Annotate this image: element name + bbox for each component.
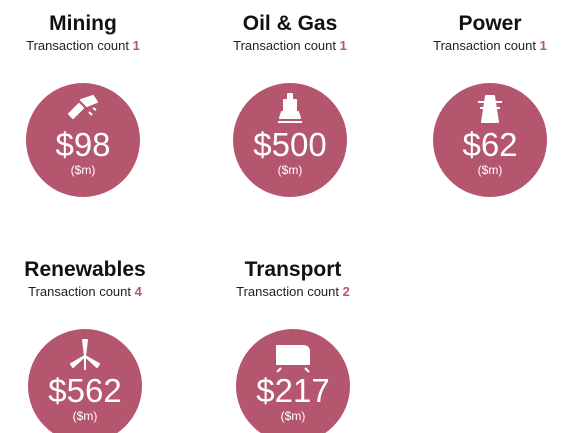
sector-value: $500 [253,126,326,163]
count-value: 1 [340,38,347,53]
transaction-count: Transaction count 1 [433,38,547,53]
count-label: Transaction count [233,38,336,53]
sector-name: Power [458,12,521,35]
count-value: 1 [540,38,547,53]
unit-label: ($m) [478,163,503,177]
sector-circle [233,83,347,197]
count-label: Transaction count [28,284,131,299]
sector-icon [278,93,302,123]
sector-value: $562 [48,372,121,409]
transaction-count: Transaction count 1 [233,38,347,53]
sector: Mining Transaction count 1 $98($m) [26,12,140,197]
sector-icon [68,95,98,119]
sector: Renewables Transaction count 4 $562($m) [24,258,146,433]
count-label: Transaction count [433,38,536,53]
sector-icon [276,345,310,373]
unit-label: ($m) [73,409,98,423]
count-label: Transaction count [26,38,129,53]
sector-value: $217 [256,372,329,409]
unit-label: ($m) [71,163,96,177]
sector-circle [28,329,142,433]
transaction-count: Transaction count 2 [236,284,350,299]
sector-circle [236,329,350,433]
unit-label: ($m) [281,409,306,423]
count-value: 2 [343,284,350,299]
sector-name: Renewables [24,258,145,281]
sector-name: Transport [245,258,342,281]
count-value: 4 [135,284,143,299]
sector-circle [26,83,140,197]
unit-label: ($m) [278,163,303,177]
sector-value: $98 [55,126,110,163]
sector-icon [70,339,100,370]
count-label: Transaction count [236,284,339,299]
transaction-count: Transaction count 1 [26,38,140,53]
sector-name: Oil & Gas [243,12,338,35]
sector: Power Transaction count 1 $62($m) [433,12,547,197]
sector: Transport Transaction count 2 $217($m) [236,258,350,433]
sector-icon [478,95,502,123]
sector-circle [433,83,547,197]
transaction-count: Transaction count 4 [28,284,142,299]
sector-name: Mining [49,12,117,35]
sector-value: $62 [462,126,517,163]
sector: Oil & Gas Transaction count 1 $500($m) [233,12,347,197]
count-value: 1 [133,38,140,53]
